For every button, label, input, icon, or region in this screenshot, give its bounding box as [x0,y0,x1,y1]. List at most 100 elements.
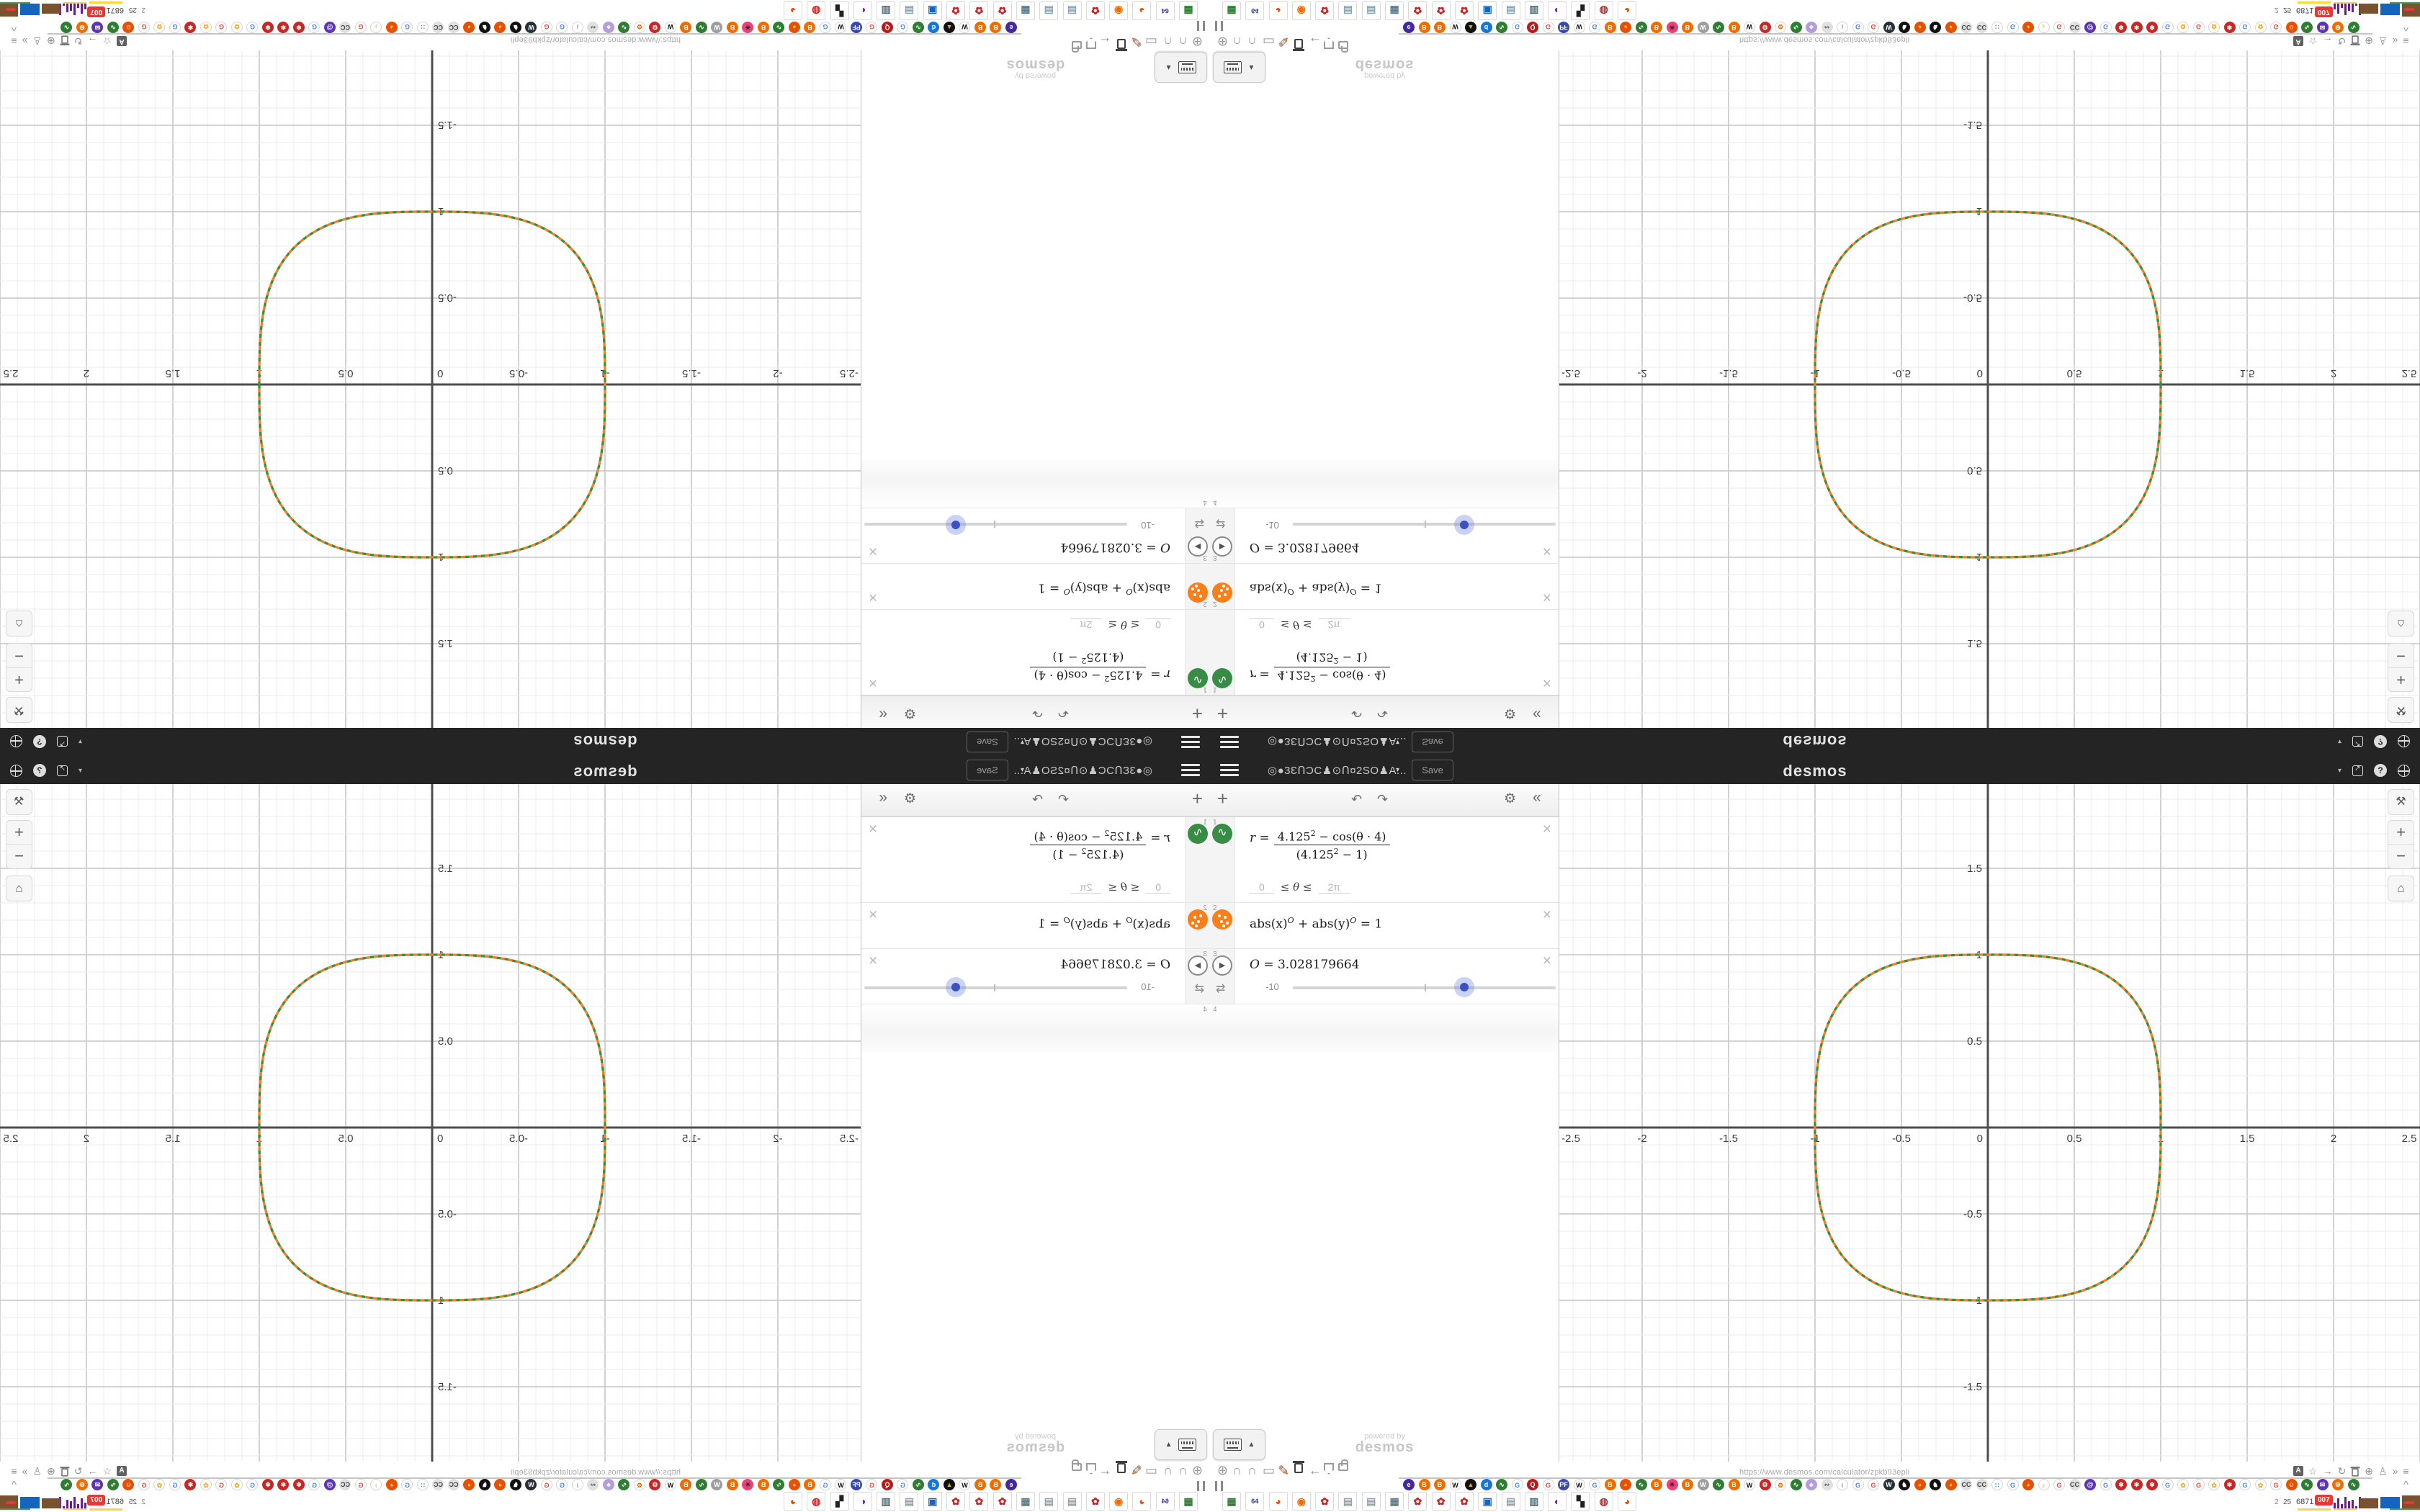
favicon[interactable]: B [990,22,1002,33]
favicon[interactable]: W [1883,1479,1895,1490]
glyph-icon[interactable]: ✎ [1278,35,1289,49]
favicon[interactable]: G [246,22,259,33]
favicon[interactable]: ❄ [293,1479,305,1490]
favicon[interactable]: ☀ [742,22,754,33]
glyph-icon[interactable]: ⊕ [1191,1463,1203,1477]
favicon[interactable]: ❄ [262,1479,274,1490]
favicon[interactable]: CC [432,1479,444,1490]
favicon[interactable]: W [1744,22,1755,33]
graph-canvas[interactable]: -2.5 -2 -1.5 -1 -0.5 0 0.5 1 1.5 2 2.5 1.5 1 0.5 -0.5-… [0,50,861,728]
taskbar-app-tile[interactable]: ▤ [1039,1,1059,20]
favicon[interactable]: ♣ [603,1479,614,1490]
favicon[interactable]: G [1542,22,1554,33]
taskbar-app-tile[interactable]: ◕ [1268,1,1288,20]
slider-value[interactable]: O = 3.028179664 [1060,958,1170,972]
theta-domain[interactable]: 0≤ θ ≤2π [1070,881,1170,894]
favicon[interactable]: ♞ [1930,22,1941,33]
slider-play-button[interactable]: ▶ [1212,536,1232,557]
taskbar-app-tile[interactable]: ◉ [1291,1492,1311,1511]
favicon[interactable]: B [974,22,986,33]
back-arrow-icon[interactable]: ← [1309,35,1322,49]
favicon[interactable]: B [758,22,769,33]
favicon[interactable]: W [1697,22,1709,33]
favicon[interactable]: G [897,22,909,33]
trash-icon[interactable] [1294,39,1303,49]
slider-handle[interactable] [1459,983,1469,991]
graph-settings-wrench-button[interactable]: ⚒ [6,789,32,815]
zoom-out-button[interactable]: − [14,647,24,665]
slider-loop-icon[interactable]: ⇄ [1216,517,1226,529]
delete-expression-icon[interactable]: × [869,953,878,969]
favicon[interactable]: ∿ [107,22,119,33]
taskbar-app-tile[interactable]: ▣ [1478,1492,1497,1511]
favicon[interactable]: ◕ [2022,1479,2034,1490]
taskbar-app-tile[interactable]: ▤ [1338,1,1358,20]
favicon[interactable]: ∿ [1496,22,1507,33]
favicon[interactable]: ◕ [386,1479,398,1490]
favicon[interactable]: CC [339,1479,351,1490]
lock-icon[interactable] [1072,41,1082,49]
taskbar-app-tile[interactable]: ▚ [830,1492,849,1511]
favicon[interactable]: G [1589,1479,1600,1490]
taskbar-app-tile[interactable]: ▣ [923,1,942,20]
superellipse-equation[interactable]: abs(x)O + abs(y)O = 1 [1037,916,1170,932]
glyph-icon[interactable]: ▭ [1144,35,1157,49]
favicon[interactable]: W [525,22,537,33]
favicon[interactable]: W [1573,22,1585,33]
taskbar-app-tile[interactable]: ▦ [1016,1,1035,20]
favicon[interactable]: ✉ [91,1479,104,1490]
favicon[interactable]: B [1434,1479,1446,1490]
favicon[interactable]: CC [2069,1479,2081,1490]
favicon[interactable]: ∷ [1991,22,2003,33]
favicon[interactable]: W [1573,1479,1585,1490]
undo-button[interactable]: ↶ [1351,792,1363,806]
taskbar-app-tile[interactable]: ✿ [992,1492,1012,1511]
favicon[interactable]: ⚙ [1775,1479,1786,1490]
trash-icon[interactable] [1117,39,1126,49]
taskbar-app-tile[interactable]: ✿ [1085,1492,1105,1511]
undo-button[interactable]: ↶ [1057,706,1069,720]
favicon[interactable]: ☀ [1666,1479,1678,1490]
collapse-caret-icon[interactable]: ▾ [2337,766,2341,775]
menu-lines-icon[interactable]: ≡ [2403,1465,2409,1477]
expression-row-1[interactable]: 1 ∿ r = 4.1252 − cos(θ · 4) (4.1252 − 1) 0… [1210,609,1559,695]
graph-canvas[interactable]: -2.5 -2 -1.5 -1 -0.5 0 0.5 1 1.5 2 2.5 1.5 1 0.5 -0.5-… [0,784,861,1462]
glyph-icon[interactable]: ∩ [1178,1463,1188,1477]
favicon[interactable]: W [1449,1479,1461,1490]
taskbar-app-tile[interactable]: ◕ [783,1,802,20]
favicon[interactable]: ▲ [944,1479,955,1490]
favicon[interactable]: ☺ [2285,1479,2298,1490]
lock-icon[interactable] [1338,1459,1348,1471]
glyph-icon[interactable]: ∩ [1178,35,1188,49]
favicon[interactable]: G [2239,1479,2251,1490]
favicon[interactable]: W [711,22,723,33]
translate-icon[interactable]: A [2293,1466,2303,1476]
favicon[interactable]: G [2270,22,2282,33]
back-arrow-icon[interactable]: ← [1309,1463,1322,1477]
polar-equation[interactable]: r = 4.1252 − cos(θ · 4) (4.1252 − 1) [1030,649,1170,683]
favicon[interactable]: ❄ [262,22,274,33]
favicon[interactable]: ✿ [153,22,166,33]
favicon[interactable]: G [2099,1479,2112,1490]
taskbar-app-tile[interactable]: ▤ [1501,1,1520,20]
hide-panel-button[interactable]: « [879,706,887,723]
favicon[interactable]: ✿ [200,22,212,33]
taskbar-app-tile[interactable]: ▤ [1361,1,1381,20]
taskbar-app-tile[interactable]: ◕ [1268,1492,1288,1511]
favicon[interactable]: CC [1960,22,1972,33]
superellipse-equation[interactable]: abs(x)O + abs(y)O = 1 [1037,580,1170,596]
favicon[interactable]: d [928,22,940,33]
taskbar-app-tile[interactable]: ◐ [853,1492,872,1511]
shield-icon[interactable] [1324,1463,1334,1475]
keyboard-toggle-button[interactable]: ▲ [1155,1429,1207,1460]
polar-equation[interactable]: r = 4.1252 − cos(θ · 4) (4.1252 − 1) [1250,649,1390,683]
glyph-icon[interactable]: ∩ [1163,1463,1173,1477]
taskbar-app-tile[interactable]: ✿ [1454,1492,1474,1511]
menu-lines-icon[interactable]: ≡ [11,35,17,47]
favicon[interactable]: B [1682,22,1693,33]
favicon[interactable]: ◕ [494,22,506,33]
favicon[interactable]: ♪ [2038,22,2050,33]
reload-icon[interactable]: ↻ [73,35,83,48]
taskbar-app-tile[interactable]: ▥ [877,1,896,20]
taskbar-app-tile[interactable]: ◉ [1109,1,1129,20]
